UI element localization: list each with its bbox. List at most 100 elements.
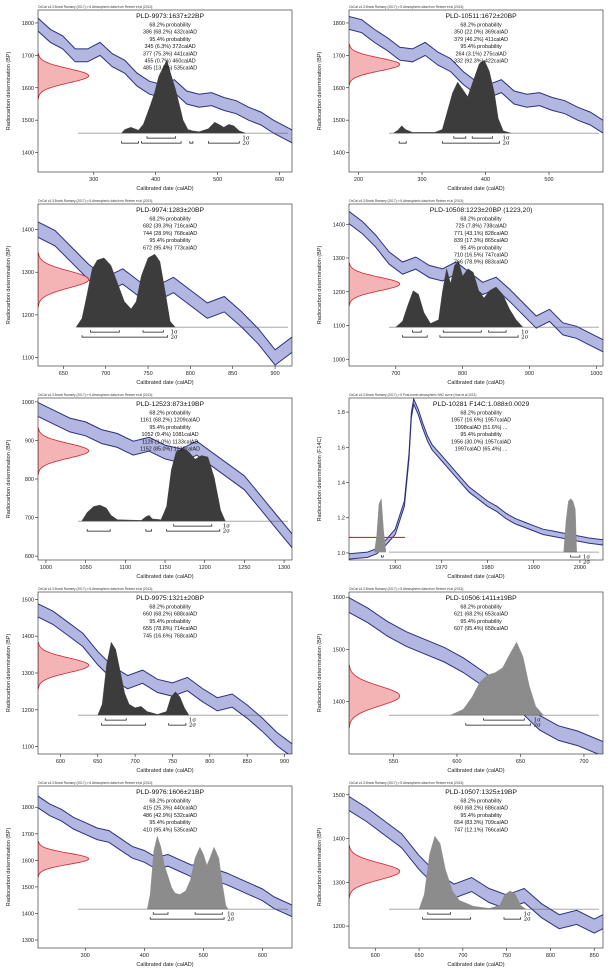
probability-line: 68.2% probability — [149, 23, 191, 29]
y-tick-label: 1100 — [22, 355, 34, 361]
y-tick-label: 1200 — [22, 313, 34, 319]
x-tick-label: 900 — [270, 371, 279, 377]
range-95-bracket — [465, 723, 531, 726]
chart-title: PLD-10507:1325±19BP — [445, 789, 517, 796]
probability-line: 345 (6.3%) 372calAD — [144, 44, 195, 50]
y-tick-label: 1200 — [333, 924, 345, 930]
probability-line: 607 (95.4%) 658calAD — [454, 626, 508, 632]
plot-area — [38, 603, 292, 754]
calibration-curve-upper — [349, 211, 603, 341]
calibration-curve-upper — [38, 221, 292, 351]
plot-frame — [37, 203, 293, 367]
calibrated-distribution — [81, 447, 226, 522]
y-tick-label: 1500 — [22, 597, 34, 603]
probability-line: 95.4% probability — [149, 425, 191, 431]
x-tick-label: 200 — [354, 177, 363, 183]
x-tick-label: 500 — [544, 177, 553, 183]
probability-line: 95.4% probability — [149, 820, 191, 826]
plot-frame — [37, 9, 293, 173]
sigma2-label: 2σ — [227, 917, 234, 923]
calibrated-distribution — [97, 641, 190, 716]
y-tick-label: 1.6 — [337, 445, 345, 451]
chart-header-text: OxCal v4.3 Bronk Ramsey (2017); r:5 Atmo… — [38, 199, 153, 203]
x-tick-label: 400 — [140, 953, 149, 959]
x-axis-label: Calibrated date (calAD) — [447, 574, 504, 580]
probability-line: 621 (68.2%) 653calAD — [454, 612, 508, 618]
x-tick-label: 1970 — [435, 565, 447, 571]
probability-line: 710 (16.5%) 747calAD — [454, 253, 508, 259]
calibrated-distribution-left — [374, 498, 387, 553]
x-tick-label: 2000 — [574, 565, 586, 571]
x-tick-label: 850 — [228, 371, 237, 377]
y-tick-label: 1600 — [333, 86, 345, 92]
y-tick-label: 1.2 — [337, 516, 345, 522]
y-tick-label: 800 — [25, 477, 34, 483]
x-tick-label: 800 — [546, 953, 555, 959]
y-tick-label: 1500 — [333, 118, 345, 124]
x-tick-label: 300 — [417, 177, 426, 183]
calibration-curve-upper — [38, 603, 292, 745]
y-tick-label: 1400 — [333, 151, 345, 157]
probability-line: 95.4% probability — [460, 44, 502, 50]
y-axis-label: Radiocarbon determination (BP) — [6, 440, 12, 519]
probability-line: 68.2% probability — [149, 411, 191, 417]
probability-line: 766 (78.9%) 883calAD — [454, 260, 508, 266]
y-tick-label: 1800 — [22, 805, 34, 811]
calibrated-distribution — [392, 59, 511, 134]
chart-header-text: OxCal v4.3 Bronk Ramsey (2017); r:5 Atmo… — [38, 393, 153, 397]
range-68-bracket — [146, 136, 176, 139]
x-axis-label: Calibrated date (calAD) — [136, 380, 193, 386]
y-tick-label: 700 — [25, 516, 34, 522]
probability-line: 1957 (16.6%) 1957calAD — [451, 418, 511, 424]
sigma1-label: 1σ — [242, 136, 249, 142]
x-tick-label: 300 — [89, 177, 98, 183]
x-tick-label: 550 — [389, 759, 398, 765]
sigma2-label: 2σ — [521, 335, 528, 341]
range-95-bracket — [402, 335, 428, 338]
range-68-bracket — [570, 555, 581, 558]
range-95-bracket — [141, 141, 182, 144]
radiocarbon-date-distribution — [38, 252, 90, 308]
calibration-curve-upper — [38, 402, 292, 535]
y-tick-label: 600 — [25, 554, 34, 560]
x-tick-label: 600 — [275, 177, 284, 183]
plot-frame — [348, 591, 604, 755]
x-tick-label: 650 — [59, 371, 68, 377]
sigma1-label: 1σ — [524, 912, 531, 918]
y-tick-label: 1300 — [333, 256, 345, 262]
probability-line: 386 (68.2%) 432calAD — [143, 30, 197, 36]
probability-line: 1956 (30.0%) 1957calAD — [451, 439, 511, 445]
probability-line: 95.4% probability — [149, 37, 191, 43]
range-68-bracket — [412, 330, 422, 333]
plot-area — [349, 796, 603, 934]
x-tick-label: 700 — [458, 953, 467, 959]
range-95-bracket — [503, 917, 522, 920]
chart-header-text: OxCal v4.3 Bronk Ramsey (2017); r:5 Atmo… — [349, 5, 464, 9]
plot-area — [349, 16, 603, 144]
range-68-bracket — [483, 718, 525, 721]
chart-svg: OxCal v4.3 Bronk Ramsey (2017); r:5 Atmo… — [6, 393, 293, 580]
probability-line: 655 (78.8%) 714calAD — [143, 626, 197, 632]
y-tick-label: 1500 — [22, 118, 34, 124]
calibration-curve-band — [38, 402, 292, 548]
radiocarbon-date-distribution — [349, 262, 401, 306]
sigma2-label: 2σ — [583, 560, 590, 566]
chart-title: PLD-9973:1637±22BP — [136, 13, 204, 20]
calibration-chart: OxCal v4.3 Bronk Ramsey (2017); r:5 Atmo… — [311, 2, 611, 192]
range-68-bracket — [380, 555, 384, 558]
x-tick-label: 1990 — [528, 565, 540, 571]
sigma1-label: 1σ — [583, 555, 590, 561]
probability-line: 745 (16.6%) 768calAD — [143, 633, 197, 639]
y-axis-label: Radiocarbon determination (BP) — [6, 246, 12, 325]
calibration-curve-lower — [38, 616, 289, 754]
y-tick-label: 1600 — [22, 86, 34, 92]
chart-title: PLD-9975:1321±20BP — [136, 595, 204, 602]
x-tick-label: 1250 — [238, 565, 250, 571]
sigma1-label: 1σ — [223, 524, 230, 530]
calibration-curve-lower — [38, 416, 292, 549]
range-95-bracket — [168, 723, 187, 726]
x-tick-label: 500 — [213, 177, 222, 183]
y-tick-label: 1400 — [333, 222, 345, 228]
y-tick-label: 1400 — [22, 911, 34, 917]
